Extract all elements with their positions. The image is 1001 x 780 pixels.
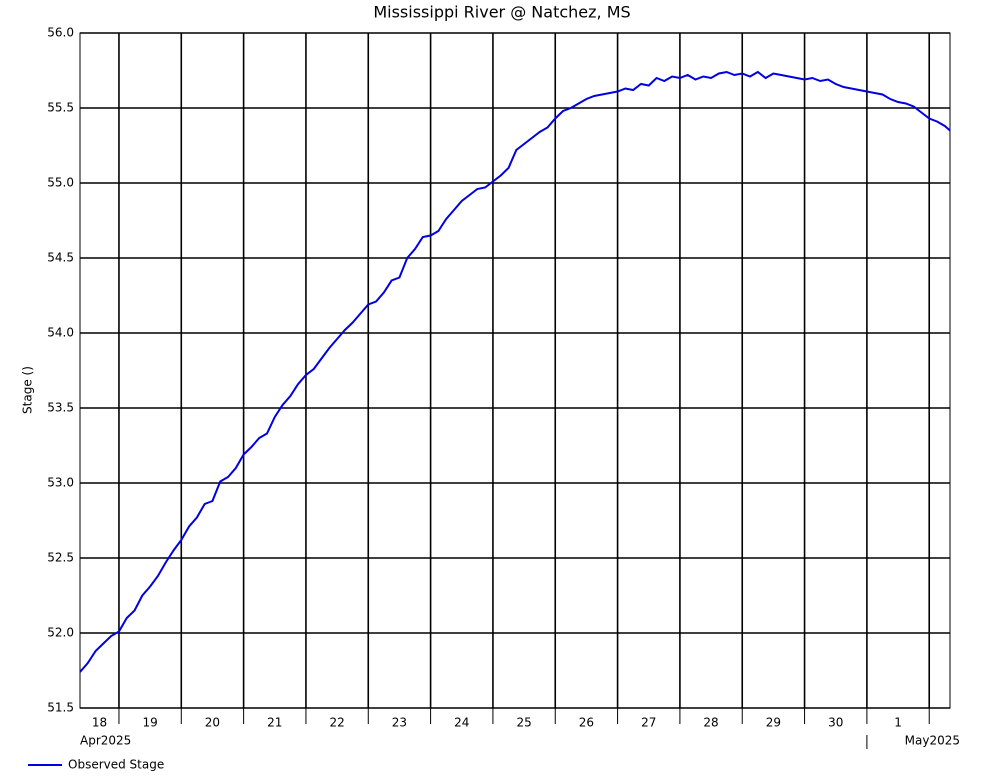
x-tick-label: 18 (92, 716, 107, 730)
y-tick-label: 55.0 (47, 176, 74, 190)
x-tick-label: 22 (329, 716, 344, 730)
x-tick-label: 25 (516, 716, 531, 730)
data-line (79, 70, 951, 673)
x-tick-label: 27 (641, 716, 656, 730)
month-label: May2025 (905, 734, 960, 748)
chart-title: Mississippi River @ Natchez, MS (373, 3, 630, 22)
x-tick-label: 20 (205, 716, 220, 730)
x-tick-label: 19 (142, 716, 157, 730)
x-tick-label: 29 (766, 716, 781, 730)
month-label: Apr2025 (80, 734, 131, 748)
y-tick-label: 52.5 (47, 551, 74, 565)
x-tick-label: 21 (267, 716, 282, 730)
y-tick-label: 55.5 (47, 101, 74, 115)
legend-label: Observed Stage (68, 758, 164, 772)
y-tick-label: 54.5 (47, 251, 74, 265)
x-tick-label: 1 (894, 716, 902, 730)
x-tick-label: 23 (392, 716, 407, 730)
x-tick-label: 30 (828, 716, 843, 730)
y-axis-label: Stage () (21, 366, 35, 414)
x-tick-label: 24 (454, 716, 469, 730)
y-tick-label: 52.0 (47, 626, 74, 640)
y-tick-label: 51.5 (47, 701, 74, 715)
y-tick-label: 53.0 (47, 476, 74, 490)
y-tick-label: 56.0 (47, 26, 74, 40)
plot-frame (79, 32, 951, 709)
x-tick-label: 26 (579, 716, 594, 730)
y-tick-label: 54.0 (47, 326, 74, 340)
x-tick-label: 28 (703, 716, 718, 730)
y-tick-label: 53.5 (47, 401, 74, 415)
